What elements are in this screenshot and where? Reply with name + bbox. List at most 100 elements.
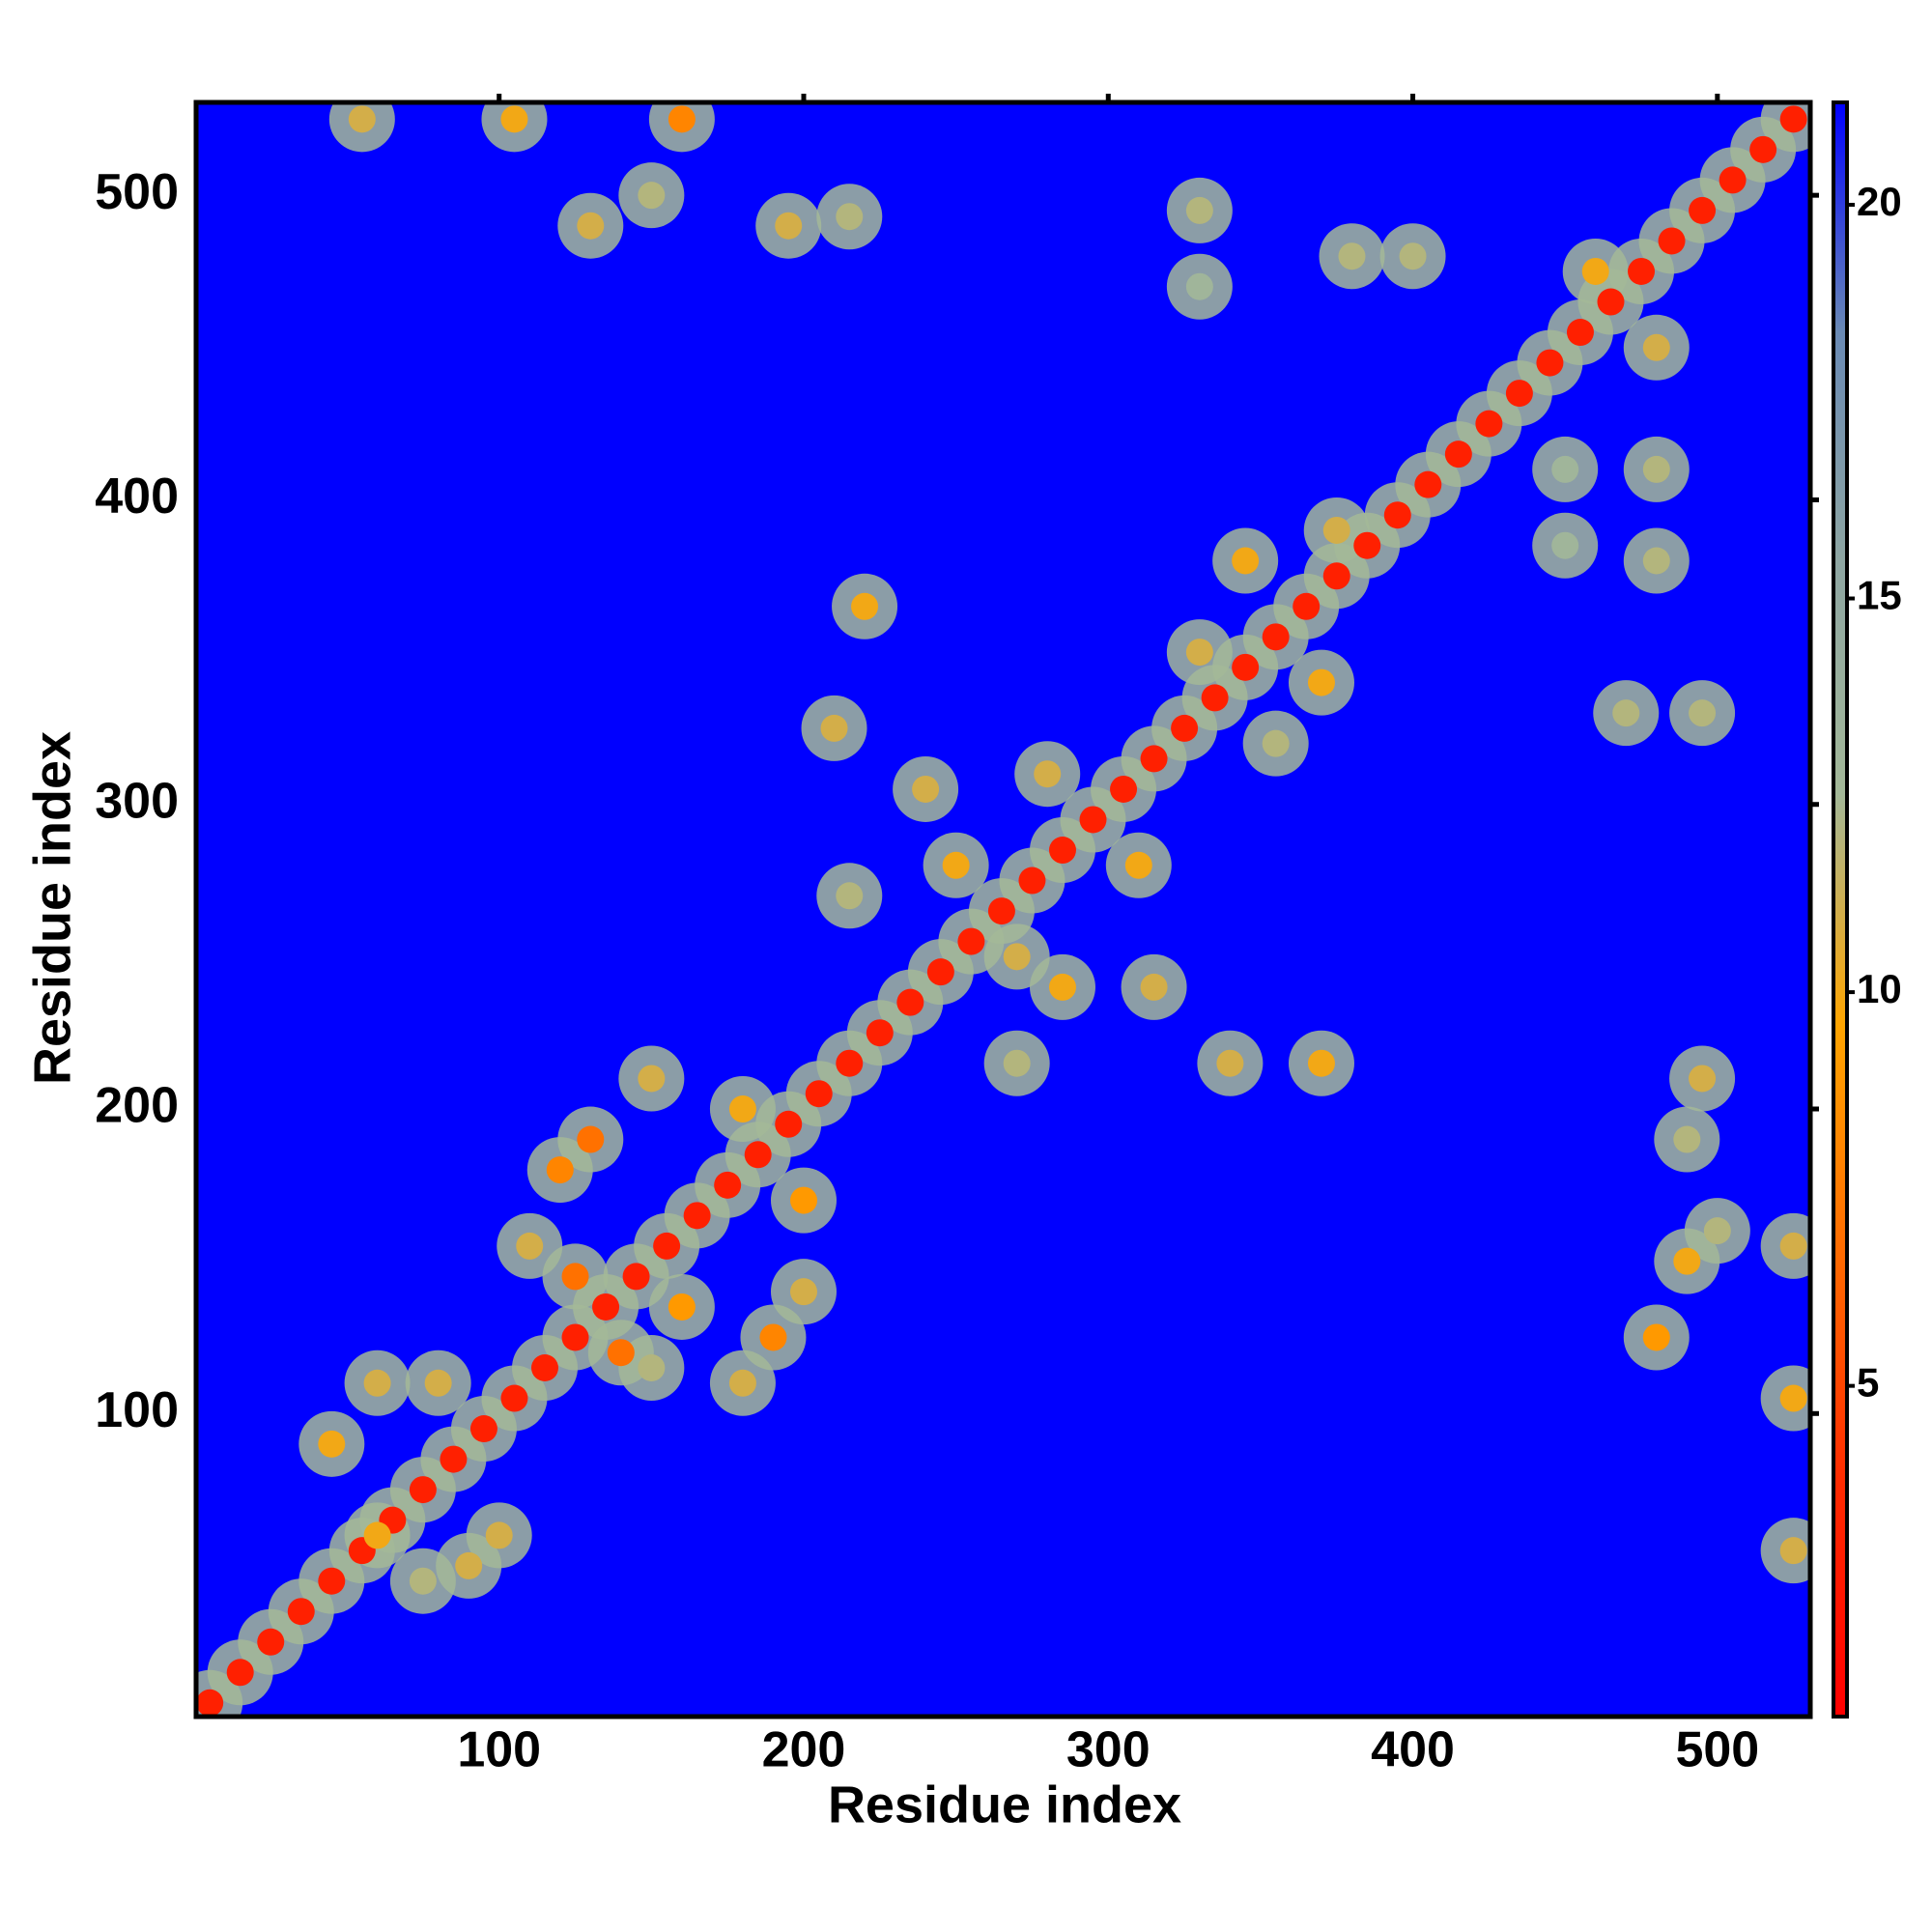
contact-cell xyxy=(836,882,864,910)
contact-cell xyxy=(1322,562,1350,590)
y-tick-label: 300 xyxy=(95,773,179,829)
contact-cell xyxy=(668,1293,696,1321)
contact-cell xyxy=(409,1476,437,1504)
contact-cell xyxy=(348,105,376,133)
contact-cell xyxy=(1353,531,1381,559)
contact-cell xyxy=(1689,196,1717,224)
contact-cell xyxy=(1779,1384,1807,1412)
contact-cell xyxy=(1124,851,1152,879)
contact-cell xyxy=(638,1354,666,1382)
contact-cell xyxy=(759,1323,787,1351)
contact-cell xyxy=(1307,1049,1335,1077)
contact-cell xyxy=(1293,592,1321,620)
contact-cell xyxy=(896,988,924,1016)
contact-cell xyxy=(836,1049,864,1077)
y-tick-label: 500 xyxy=(95,164,179,220)
plot-frame xyxy=(193,99,1813,1719)
contact-cell xyxy=(1719,166,1747,194)
x-tick-label: 400 xyxy=(1371,1722,1455,1778)
contact-cell xyxy=(1642,455,1670,483)
contact-cell xyxy=(987,897,1015,925)
contact-cell xyxy=(485,1521,513,1549)
colorbar xyxy=(1832,100,1849,1719)
y-axis-label: Residue index xyxy=(23,731,81,1085)
contact-cell xyxy=(1185,639,1213,667)
contact-cell xyxy=(714,1171,742,1199)
contact-cell xyxy=(257,1628,285,1656)
contact-cell xyxy=(1140,973,1168,1001)
contact-cell xyxy=(912,775,940,803)
contact-cell xyxy=(500,1384,528,1412)
contact-cell xyxy=(775,212,803,240)
contact-cell xyxy=(728,1095,756,1123)
contact-cell xyxy=(424,1369,452,1397)
contact-cell xyxy=(1673,1247,1701,1275)
contact-cell xyxy=(287,1598,315,1626)
contact-cell xyxy=(1079,806,1107,834)
contact-cell xyxy=(516,1232,544,1260)
contact-cell xyxy=(638,1065,666,1093)
contact-cell xyxy=(363,1369,391,1397)
x-tick-label: 500 xyxy=(1675,1722,1759,1778)
contact-cell xyxy=(409,1567,437,1595)
contact-cell xyxy=(1307,668,1335,696)
contact-cell xyxy=(1399,242,1427,270)
contact-cell xyxy=(1749,135,1777,163)
contact-cell xyxy=(836,203,864,231)
contact-cell xyxy=(1505,380,1533,408)
contact-cell xyxy=(789,1186,817,1214)
contact-cell xyxy=(1642,1323,1670,1351)
contact-cell xyxy=(957,927,985,955)
contact-cell xyxy=(744,1141,772,1169)
contact-cell xyxy=(1262,729,1290,757)
contact-cell xyxy=(500,105,528,133)
contact-cell xyxy=(530,1354,558,1382)
x-tick-label: 100 xyxy=(457,1722,541,1778)
contact-cell xyxy=(1581,257,1609,285)
contact-cell xyxy=(1216,1049,1244,1077)
contact-cell xyxy=(1779,105,1807,133)
contact-cell xyxy=(455,1551,483,1579)
contact-cell xyxy=(1597,288,1625,316)
contact-cell xyxy=(775,1110,803,1138)
x-tick-label: 200 xyxy=(762,1722,846,1778)
contact-cell xyxy=(668,105,696,133)
contact-cell xyxy=(1185,272,1213,300)
contact-cell xyxy=(1658,227,1686,255)
contact-cell xyxy=(851,592,879,620)
contact-cell xyxy=(1689,1065,1717,1093)
contact-cell xyxy=(1414,470,1442,498)
contact-cell xyxy=(1171,714,1199,742)
contact-cell xyxy=(1048,837,1076,865)
y-tick-label: 100 xyxy=(95,1382,179,1438)
contact-cell xyxy=(577,212,605,240)
contact-cell xyxy=(1536,349,1564,377)
contact-cell xyxy=(1262,623,1290,651)
contact-cell xyxy=(226,1659,254,1687)
contact-cell xyxy=(789,1278,817,1306)
contact-cell xyxy=(1003,943,1031,971)
contact-cell xyxy=(1779,1537,1807,1565)
contact-cell xyxy=(1444,440,1472,469)
contact-cell xyxy=(1612,699,1640,727)
contact-cell xyxy=(866,1019,894,1047)
y-tick-label: 200 xyxy=(95,1078,179,1134)
x-axis-label: Residue index xyxy=(828,1776,1181,1833)
contact-cell xyxy=(820,714,848,742)
contact-cell xyxy=(1110,775,1138,803)
contact-cell xyxy=(728,1369,756,1397)
contact-cell xyxy=(1338,242,1366,270)
contact-cell xyxy=(469,1415,497,1443)
contact-cell xyxy=(805,1080,833,1108)
colorbar-tick-label: 15 xyxy=(1857,573,1902,618)
contact-cell xyxy=(1048,973,1076,1001)
contact-cell xyxy=(1003,1049,1031,1077)
heatmap-cells xyxy=(196,102,1810,1717)
contact-cell xyxy=(622,1263,650,1291)
contact-cell xyxy=(1140,745,1168,773)
contact-cell xyxy=(1551,531,1579,559)
contact-cell xyxy=(1201,684,1229,712)
contact-cell xyxy=(318,1567,346,1595)
colorbar-tick-label: 20 xyxy=(1857,179,1902,224)
contact-cell xyxy=(318,1430,346,1458)
